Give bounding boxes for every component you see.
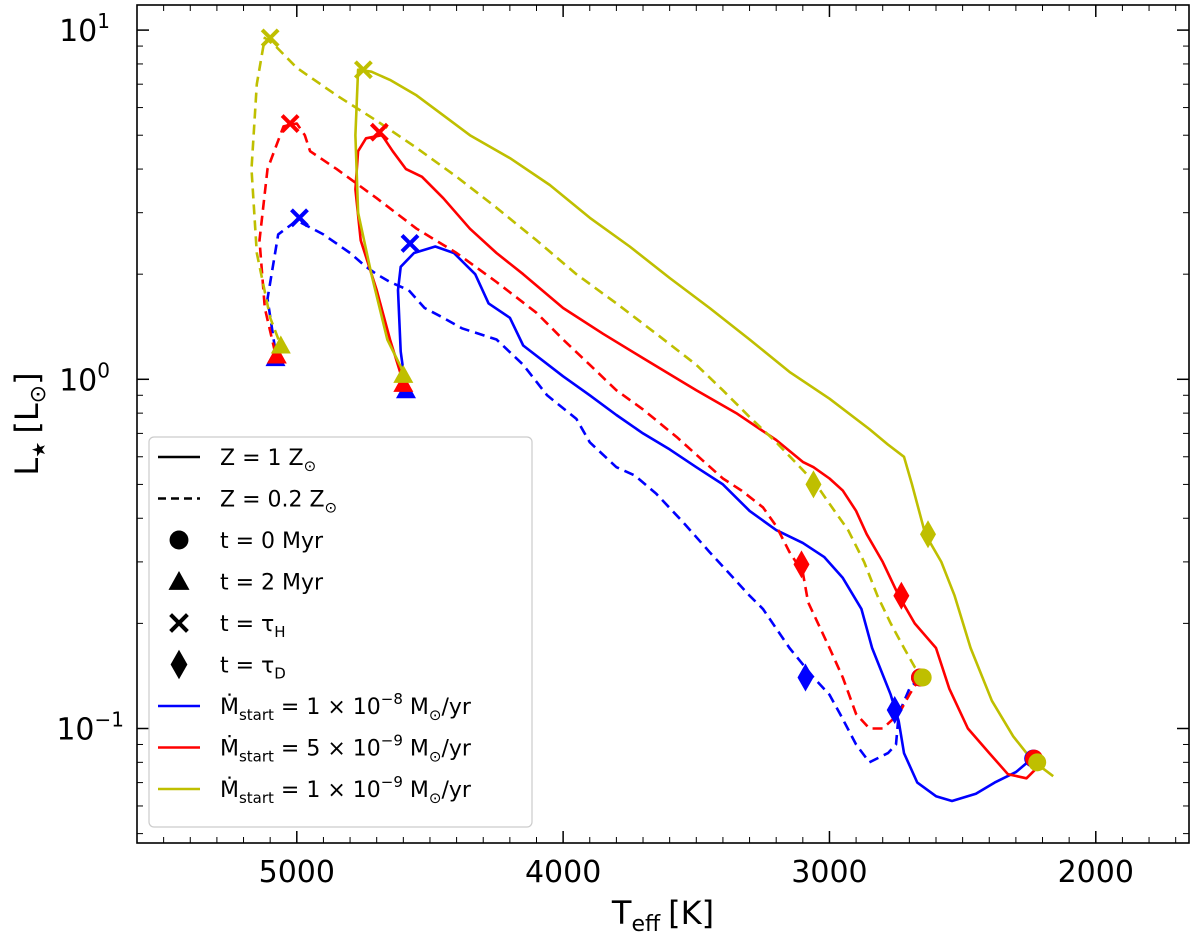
marker-triangle [168,571,190,590]
series-line [250,36,929,679]
legend-label: t = 2 Myr [220,571,324,596]
x-tick-label: 2000 [1058,855,1134,890]
y-tick-labels: 101 100 10−1 [56,9,124,747]
marker-diamond [170,649,188,680]
marker-circle [913,668,932,687]
y-tick-label: 101 [59,9,110,49]
marker-diamond [886,695,903,724]
legend-label: Ṁstart = 1 × 10−9 M⊙/yr [220,773,472,807]
series-line [258,122,922,730]
x-tick-label: 5000 [259,855,335,890]
marker-cross [260,28,280,48]
series-line [266,219,921,764]
axis-ticks [137,5,1189,843]
marker-cross [353,60,373,80]
marker-cross [290,208,309,228]
series-line [354,133,1044,780]
marker-cross [169,613,189,633]
marker-triangle [266,345,287,364]
marker-diamond [893,581,910,610]
marker-diamond [793,550,810,579]
marker-triangle [270,335,291,354]
marker-cross [280,114,300,133]
y-axis-label: L★[L⊙] [8,372,51,475]
x-tick-labels: 5000 4000 3000 2000 [259,855,1134,890]
marker-diamond [805,470,822,499]
marker-triangle [393,364,414,383]
series-layer [250,28,1054,803]
legend-label: Z = 1 Z⊙ [220,446,316,475]
marker-triangle [393,373,414,392]
marker-circle [169,530,189,550]
x-tick-label: 3000 [791,855,867,890]
legend-label: t = 0 Myr [220,529,324,554]
x-axis-label: Teff [K] [611,894,714,933]
y-tick-label: 10−1 [56,707,124,747]
legend-label: Z = 0.2 Z⊙ [220,488,337,517]
y-tick-label: 100 [59,358,110,398]
legend: Z = 1 Z⊙ Z = 0.2 Z⊙ t = 0 Myr t = 2 Myr t = … [148,436,533,828]
series-line [396,245,1033,803]
marker-cross [400,233,420,253]
legend-entries: Z = 1 Z⊙ Z = 0.2 Z⊙ t = 0 Myr t = 2 Myr t = … [158,446,472,807]
plot-frame [136,4,1190,844]
x-tick-label: 4000 [525,855,601,890]
legend-label: Ṁstart = 5 × 10−9 M⊙/yr [220,732,472,766]
legend-box [148,436,533,828]
legend-label: t = τH [220,612,286,641]
legend-label: Ṁstart = 1 × 10−8 M⊙/yr [220,690,472,724]
marker-diamond [919,520,936,549]
marker-cross [369,122,389,142]
legend-label: t = τD [220,654,286,683]
marker-circle [1028,753,1047,772]
marker-diamond [797,663,814,692]
